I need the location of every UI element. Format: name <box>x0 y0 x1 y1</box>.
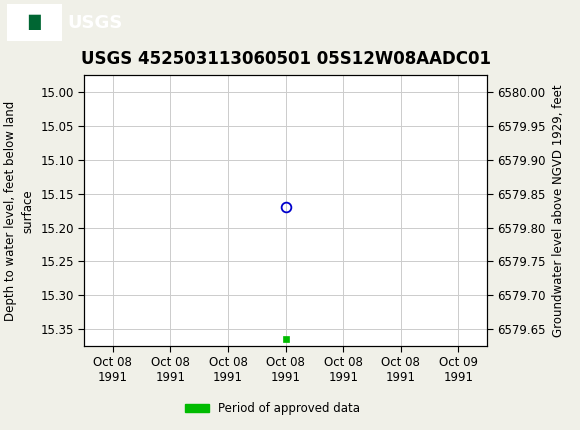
Y-axis label: Groundwater level above NGVD 1929, feet: Groundwater level above NGVD 1929, feet <box>552 84 565 337</box>
Y-axis label: Depth to water level, feet below land
surface: Depth to water level, feet below land su… <box>3 101 35 321</box>
Text: USGS: USGS <box>68 14 123 31</box>
FancyBboxPatch shape <box>7 4 62 41</box>
Text: █: █ <box>28 15 41 30</box>
Title: USGS 452503113060501 05S12W08AADC01: USGS 452503113060501 05S12W08AADC01 <box>81 50 491 68</box>
Legend: Period of approved data: Period of approved data <box>180 397 365 420</box>
